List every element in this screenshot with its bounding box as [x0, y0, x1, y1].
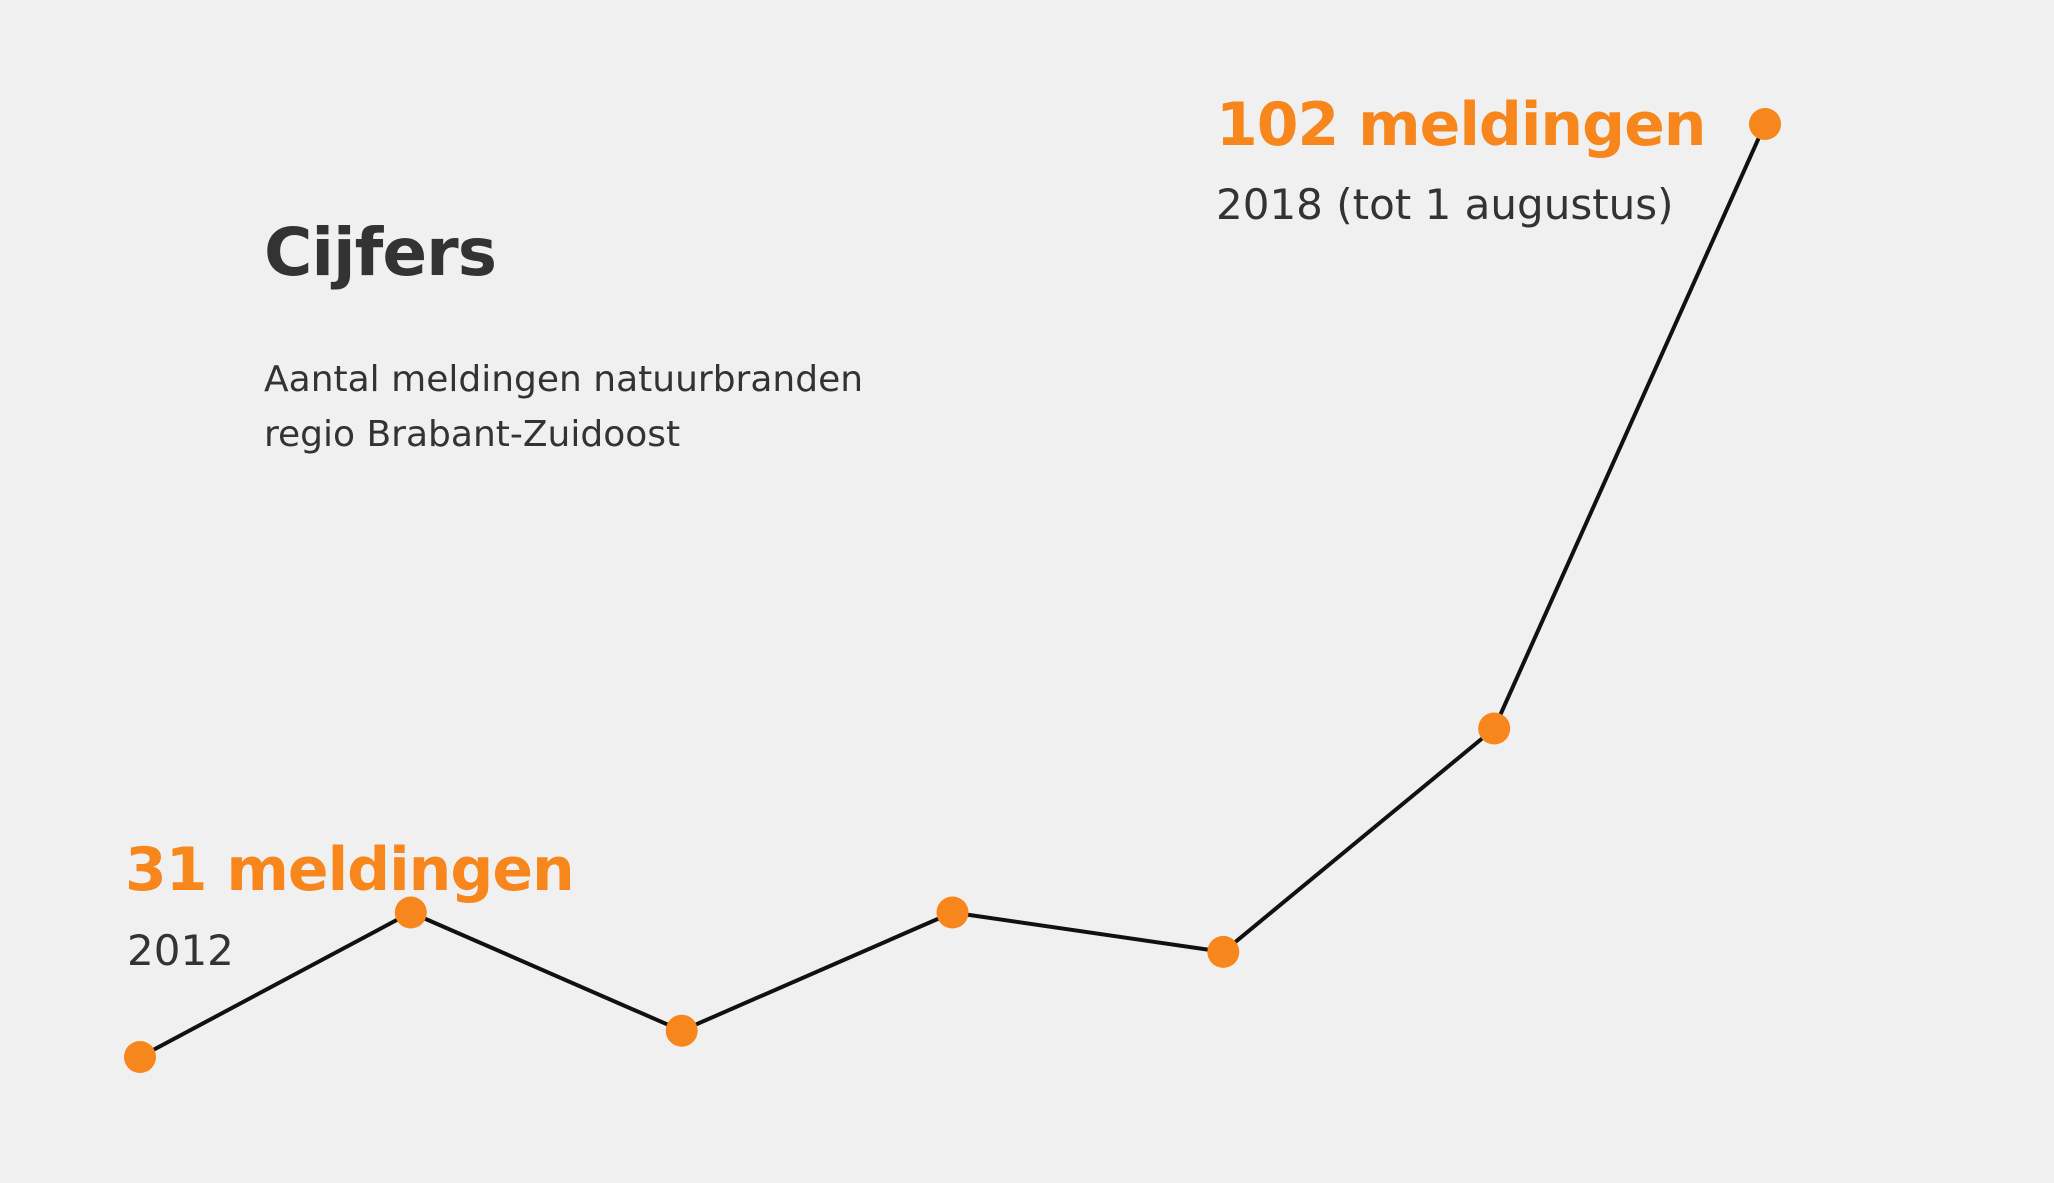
data-points: [124, 108, 1781, 1073]
start-value-label: 31 meldingen: [125, 835, 575, 905]
end-value-label: 102 meldingen: [1216, 90, 1706, 160]
chart-title: Cijfers: [264, 214, 497, 291]
data-point-2015: [936, 896, 969, 929]
data-point-2013: [394, 896, 427, 929]
end-year-label: 2018 (tot 1 augustus): [1216, 180, 1674, 229]
subtitle-line-2: regio Brabant-Zuidoost: [264, 414, 681, 455]
start-year-label: 2012: [127, 926, 234, 975]
data-point-2012: [124, 1041, 156, 1073]
data-point-2014: [665, 1014, 698, 1047]
subtitle-line-1: Aantal meldingen natuurbranden: [264, 359, 864, 400]
data-point-2018: [1749, 108, 1781, 140]
data-point-2016: [1207, 935, 1240, 968]
chart-subtitle: Aantal meldingen natuurbranden regio Bra…: [264, 352, 964, 462]
data-point-2017: [1478, 712, 1511, 745]
